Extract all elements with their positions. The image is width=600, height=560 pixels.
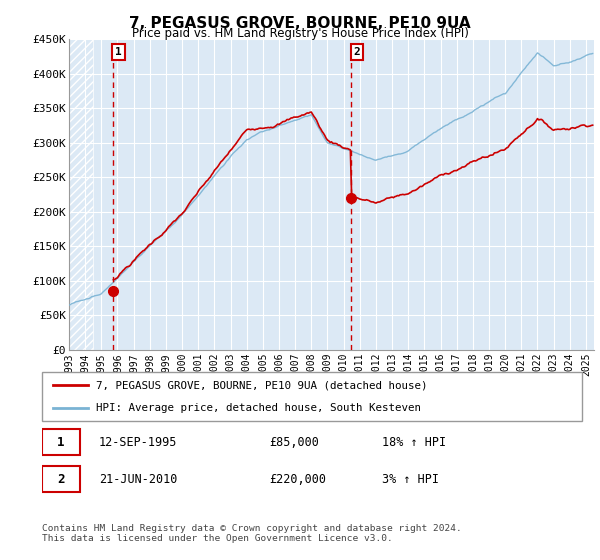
Text: 7, PEGASUS GROVE, BOURNE, PE10 9UA (detached house): 7, PEGASUS GROVE, BOURNE, PE10 9UA (deta… (96, 380, 427, 390)
Text: £85,000: £85,000 (269, 436, 319, 449)
Text: 1: 1 (115, 47, 122, 57)
Text: 7, PEGASUS GROVE, BOURNE, PE10 9UA: 7, PEGASUS GROVE, BOURNE, PE10 9UA (129, 16, 471, 31)
Text: Contains HM Land Registry data © Crown copyright and database right 2024.
This d: Contains HM Land Registry data © Crown c… (42, 524, 462, 543)
Text: 18% ↑ HPI: 18% ↑ HPI (382, 436, 446, 449)
Text: 12-SEP-1995: 12-SEP-1995 (98, 436, 177, 449)
FancyBboxPatch shape (42, 466, 80, 492)
Text: 2: 2 (353, 47, 361, 57)
Text: HPI: Average price, detached house, South Kesteven: HPI: Average price, detached house, Sout… (96, 403, 421, 413)
FancyBboxPatch shape (42, 372, 582, 421)
Text: £220,000: £220,000 (269, 473, 326, 486)
Text: 2: 2 (57, 473, 65, 486)
Text: 3% ↑ HPI: 3% ↑ HPI (382, 473, 439, 486)
Text: Price paid vs. HM Land Registry's House Price Index (HPI): Price paid vs. HM Land Registry's House … (131, 27, 469, 40)
FancyBboxPatch shape (42, 429, 80, 455)
Text: 1: 1 (57, 436, 65, 449)
Text: 21-JUN-2010: 21-JUN-2010 (98, 473, 177, 486)
